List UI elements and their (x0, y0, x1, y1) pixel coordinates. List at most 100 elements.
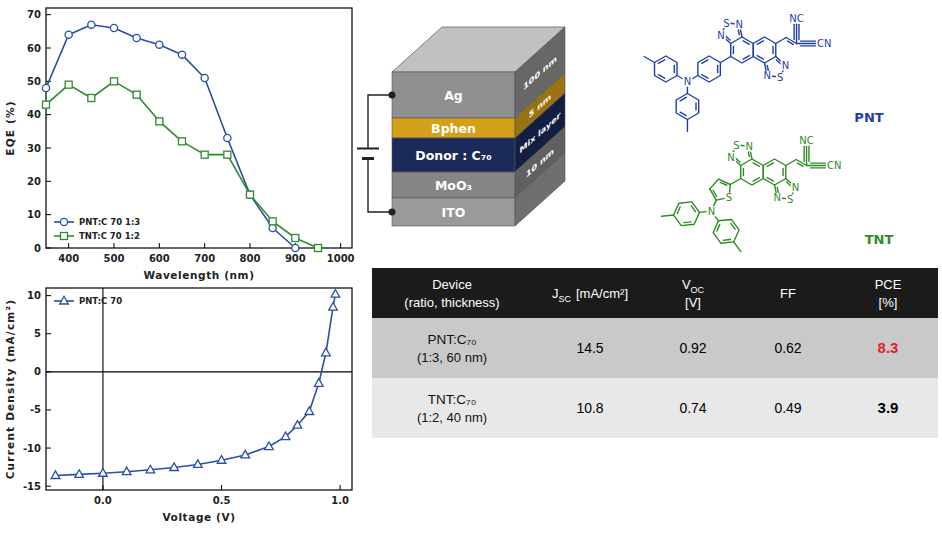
atom-label-bg (791, 182, 800, 192)
x-tick (250, 243, 251, 248)
row-detail: (1:2, 40 nm) (417, 410, 487, 425)
y-tick-label: 20 (27, 176, 41, 187)
atom-label: N (773, 192, 780, 203)
data-point (111, 78, 118, 85)
double-bond (743, 56, 749, 60)
data-point (51, 471, 60, 479)
double-bond (695, 103, 696, 110)
column-head: FF (780, 286, 796, 301)
double-bond (680, 112, 686, 116)
x-tick (204, 243, 205, 248)
y-tick-label: 10 (27, 290, 41, 301)
head-subscript: OC (691, 285, 705, 295)
double-bond (788, 41, 794, 44)
data-point (194, 460, 203, 468)
data-point (247, 191, 254, 198)
data-point (281, 432, 290, 440)
atom-label-bg (725, 193, 733, 203)
double-bond (767, 178, 773, 182)
head-text: Device (432, 277, 472, 292)
y-tick (46, 486, 51, 487)
data-point (43, 101, 50, 108)
molecule-name: TNT (865, 232, 894, 247)
head-text: PCE (875, 277, 902, 292)
table-value: 0.92 (679, 340, 706, 356)
methyl (662, 215, 674, 216)
atom-label-bg (772, 193, 781, 203)
double-bond (702, 75, 708, 79)
double-bond (691, 206, 695, 212)
atom-label: N (792, 182, 799, 193)
legend-marker (61, 233, 68, 240)
data-point (156, 41, 163, 48)
data-point (99, 469, 108, 477)
atom-label-bg (826, 161, 842, 171)
table-value: 0.49 (774, 400, 801, 416)
atom-label-bg (776, 72, 784, 82)
data-point (314, 379, 323, 387)
data-point (269, 218, 276, 225)
bond (796, 160, 806, 166)
head-unit: [V] (685, 295, 701, 310)
atom-label: N (736, 19, 743, 30)
double-bond (658, 75, 664, 79)
wire (368, 95, 392, 149)
double-bond (753, 163, 759, 167)
y-tick-label: 60 (27, 43, 41, 54)
atom-label-bg (732, 140, 740, 150)
bond (718, 179, 730, 184)
atom-label-bg (798, 136, 814, 146)
data-point (156, 118, 163, 125)
atom-label-bg (781, 60, 790, 70)
column-head: PCE (875, 277, 902, 292)
double-bond (680, 97, 686, 101)
layer-label: Bphen (431, 121, 476, 136)
triple-bond (801, 40, 816, 41)
double-bond (702, 60, 708, 64)
y-tick (46, 409, 51, 410)
y-tick-label: 70 (27, 9, 41, 20)
data-point (329, 302, 338, 310)
battery-plate (357, 148, 379, 150)
triple-bond (811, 162, 826, 163)
atom-label: S (726, 192, 732, 203)
table-value: 14.5 (576, 340, 603, 356)
methyl (687, 120, 688, 132)
triple-bond (811, 167, 826, 168)
y-tick (46, 295, 51, 296)
layer-label: ITO (442, 205, 466, 220)
x-tick (221, 485, 222, 490)
plot-frame (46, 288, 352, 490)
y-tick-label: 50 (27, 76, 41, 87)
layer-front-face (392, 138, 515, 172)
layer-label: Ag (444, 88, 463, 103)
x-tick (159, 243, 160, 248)
legend-label: PNT:C 70 1:3 (79, 217, 140, 227)
double-bond (684, 221, 691, 223)
data-point (65, 81, 72, 88)
data-point (201, 151, 208, 158)
x-tick-label: 500 (104, 253, 125, 264)
benzene-ring (698, 56, 721, 82)
table-value: 3.9 (878, 399, 899, 416)
triple-bond (807, 165, 826, 166)
double-bond (717, 225, 720, 232)
contact-dot (389, 92, 396, 99)
legend-label: TNT:C 70 1:2 (79, 231, 140, 241)
x-axis-title: Wavelength (nm) (143, 269, 254, 281)
plot-data (42, 21, 321, 252)
data-point (292, 235, 299, 242)
legend-label: PNT:C 70 (79, 296, 122, 306)
data-point (293, 421, 302, 429)
double-bond (713, 190, 717, 196)
x-tick (340, 485, 341, 490)
data-point (122, 467, 131, 475)
double-bond (677, 207, 680, 214)
core-ring (731, 37, 754, 63)
molecule: NSNNSNNCCNNPNT (644, 13, 884, 132)
benzene-ring (713, 219, 739, 243)
double-bond (723, 239, 730, 241)
layer-side-face (515, 153, 565, 226)
double-bond (757, 56, 763, 60)
double-bond (798, 163, 804, 166)
